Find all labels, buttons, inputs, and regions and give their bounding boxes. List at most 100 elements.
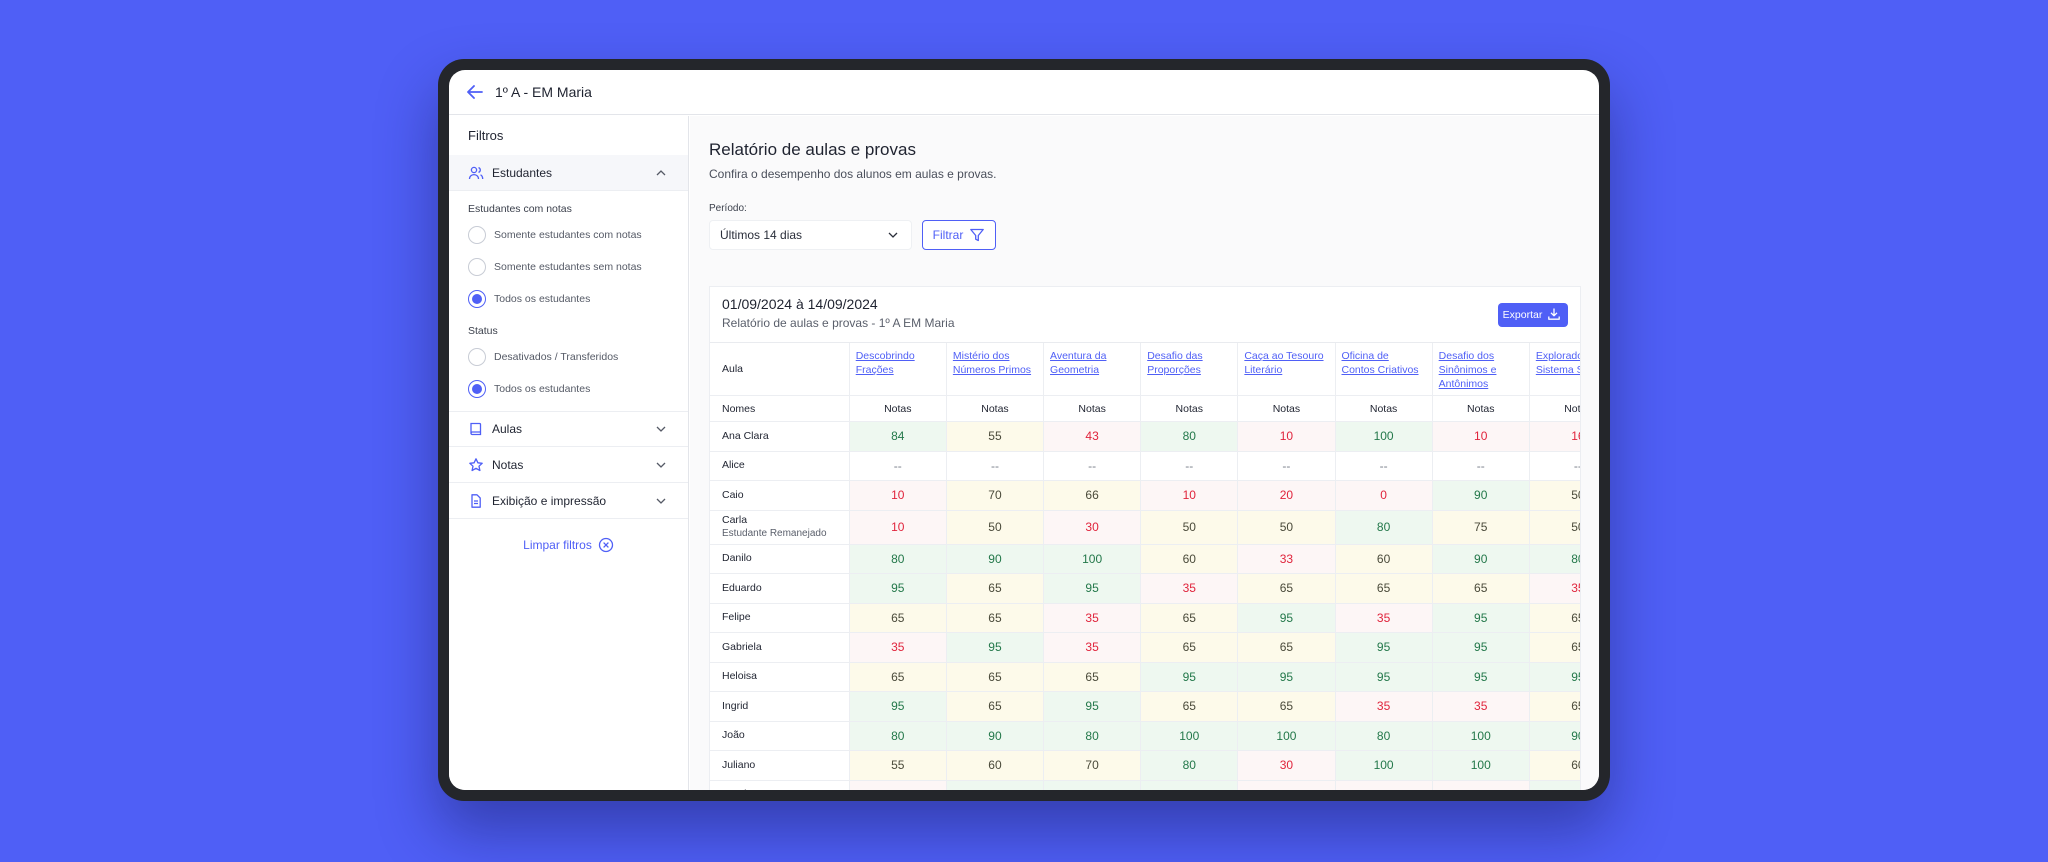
lesson-title-line: Frações bbox=[855, 364, 894, 376]
lesson-link[interactable]: Descobrindo Frações bbox=[856, 349, 940, 377]
student-name-cell: Caio bbox=[710, 480, 850, 511]
grade-cell: 55 bbox=[849, 750, 947, 781]
radio-button[interactable] bbox=[468, 348, 486, 366]
grades-table: Aula Descobrindo Frações Mistério dos Número… bbox=[710, 343, 1580, 790]
grade-cell: 65 bbox=[1529, 632, 1580, 663]
grade-cell: 90 bbox=[1043, 780, 1142, 790]
display-section-toggle[interactable]: Exibição e impressão bbox=[449, 483, 688, 519]
grades-table-wrapper[interactable]: Aula Descobrindo Frações Mistério dos Número… bbox=[710, 342, 1580, 790]
grade-cell: 80 bbox=[1335, 721, 1433, 751]
grade-cell: 95 bbox=[1237, 603, 1336, 633]
main-content: Relatório de aulas e provas Confira o de… bbox=[690, 116, 1599, 790]
student-name: Felipe bbox=[722, 611, 751, 624]
grade-cell: 80 bbox=[849, 544, 947, 574]
grade-cell: 0 bbox=[849, 780, 947, 790]
page-title: Relatório de aulas e provas bbox=[709, 140, 916, 159]
radio-button[interactable] bbox=[468, 226, 486, 244]
radio-only-with-grades[interactable]: Somente estudantes com notas bbox=[449, 219, 688, 251]
lesson-header-cell: Explorador Sistema S bbox=[1529, 343, 1580, 396]
grade-cell: 65 bbox=[946, 662, 1045, 692]
grade-cell: 90 bbox=[946, 544, 1045, 574]
notes-header: Notas bbox=[1335, 395, 1433, 422]
grade-cell: 80 bbox=[849, 721, 947, 751]
grade-cell: 100 bbox=[1432, 750, 1530, 781]
chevron-down-icon bbox=[653, 493, 669, 509]
grade-cell: 65 bbox=[1335, 573, 1433, 604]
grade-cell: 100 bbox=[1335, 421, 1433, 452]
student-name-cell: Ana Clara bbox=[710, 421, 850, 452]
lesson-title-line: Geometria bbox=[1050, 364, 1100, 376]
grade-cell: 65 bbox=[1529, 691, 1580, 722]
grade-cell: 10 bbox=[1432, 421, 1530, 452]
grade-cell: 30 bbox=[1043, 510, 1142, 545]
grade-cell: 16 bbox=[1529, 421, 1580, 452]
lesson-link[interactable]: Aventura da Geometria bbox=[1050, 349, 1134, 377]
radio-button-checked[interactable] bbox=[468, 290, 486, 308]
radio-button[interactable] bbox=[468, 258, 486, 276]
student-name: João bbox=[722, 729, 745, 742]
students-section-label: Estudantes bbox=[492, 165, 553, 180]
filter-button[interactable]: Filtrar bbox=[922, 220, 996, 250]
radio-deactivated[interactable]: Desativados / Transferidos bbox=[449, 341, 688, 373]
radio-label: Somente estudantes com notas bbox=[494, 229, 642, 241]
grade-cell: 0 bbox=[1335, 780, 1433, 790]
students-section-toggle[interactable]: Estudantes bbox=[449, 155, 688, 191]
radio-button-checked[interactable] bbox=[468, 380, 486, 398]
grades-section-toggle[interactable]: Notas bbox=[449, 447, 688, 483]
radio-label: Somente estudantes sem notas bbox=[494, 261, 642, 273]
radio-only-without-grades[interactable]: Somente estudantes sem notas bbox=[449, 251, 688, 283]
student-name: Carla bbox=[722, 514, 748, 526]
grade-cell: 35 bbox=[1529, 573, 1580, 604]
chevron-down-icon bbox=[885, 227, 901, 243]
student-name: Eduardo bbox=[722, 581, 762, 594]
grade-cell: 80 bbox=[1140, 750, 1239, 781]
student-name: Heloisa bbox=[722, 670, 758, 683]
grade-cell: -- bbox=[946, 451, 1045, 481]
radio-all-students-status[interactable]: Todos os estudantes bbox=[449, 373, 688, 405]
student-status-note: Estudante Remanejado bbox=[722, 528, 827, 539]
grade-cell: -- bbox=[849, 451, 947, 481]
student-name-cell: Gabriela bbox=[710, 632, 850, 663]
lesson-link[interactable]: Desafio dos Sinônimos e Antônimos bbox=[1439, 349, 1523, 391]
notes-header: Notas bbox=[1043, 395, 1142, 422]
radio-label: Desativados / Transferidos bbox=[494, 351, 619, 363]
grade-cell: 95 bbox=[1529, 662, 1580, 692]
lesson-header-cell: Mistério dos Números Primos bbox=[946, 343, 1045, 396]
grade-cell: 50 bbox=[1529, 510, 1580, 545]
lesson-link[interactable]: Explorador Sistema S bbox=[1535, 349, 1580, 377]
grade-cell: 65 bbox=[849, 662, 947, 692]
period-select[interactable]: Últimos 14 dias bbox=[709, 220, 912, 250]
app-screen: 1º A - EM Maria Filtros Estudantes Estud… bbox=[449, 70, 1599, 790]
lesson-title-line: Explorador bbox=[1535, 350, 1580, 362]
clear-filters-button[interactable]: Limpar filtros bbox=[449, 537, 688, 553]
student-name: Danilo bbox=[722, 552, 752, 565]
lesson-header-cell: Aventura da Geometria bbox=[1043, 343, 1142, 396]
lesson-title-line: Desafio dos bbox=[1438, 350, 1495, 362]
notes-header: Notas bbox=[946, 395, 1045, 422]
lesson-title-line: Caça ao Tesouro bbox=[1244, 350, 1324, 362]
page-subtitle: Confira o desempenho dos alunos em aulas… bbox=[709, 167, 997, 181]
display-section-label: Exibição e impressão bbox=[492, 493, 607, 508]
lesson-link[interactable]: Mistério dos Números Primos bbox=[953, 349, 1037, 377]
grade-cell: 80 bbox=[1140, 780, 1239, 790]
grade-cell: 35 bbox=[1335, 691, 1433, 722]
student-row: Ana Clara84554380101001016 bbox=[710, 421, 1580, 452]
student-name-cell: Danilo bbox=[710, 544, 850, 574]
grade-cell: 70 bbox=[1043, 750, 1142, 781]
chevron-down-icon bbox=[653, 457, 669, 473]
student-name-cell: Alice bbox=[710, 451, 850, 481]
back-arrow-icon[interactable] bbox=[467, 83, 485, 101]
lesson-link[interactable]: Desafio das Proporções bbox=[1147, 349, 1231, 377]
student-row: Heloisa6565659595959595 bbox=[710, 662, 1580, 692]
grade-cell: 43 bbox=[1043, 421, 1142, 452]
lesson-link[interactable]: Oficina de Contos Criativos bbox=[1342, 349, 1426, 377]
radio-all-students-grades[interactable]: Todos os estudantes bbox=[449, 283, 688, 315]
lesson-link[interactable]: Caça ao Tesouro Literário bbox=[1244, 349, 1328, 377]
lesson-header-cell: Desafio dos Sinônimos e Antônimos bbox=[1432, 343, 1530, 396]
notes-header: Notas bbox=[1140, 395, 1239, 422]
lessons-section-toggle[interactable]: Aulas bbox=[449, 411, 688, 447]
lesson-title-line: Contos Criativos bbox=[1341, 364, 1419, 376]
names-header: Nomes bbox=[710, 395, 850, 422]
book-icon bbox=[468, 421, 484, 437]
export-button[interactable]: Exportar bbox=[1498, 303, 1568, 327]
